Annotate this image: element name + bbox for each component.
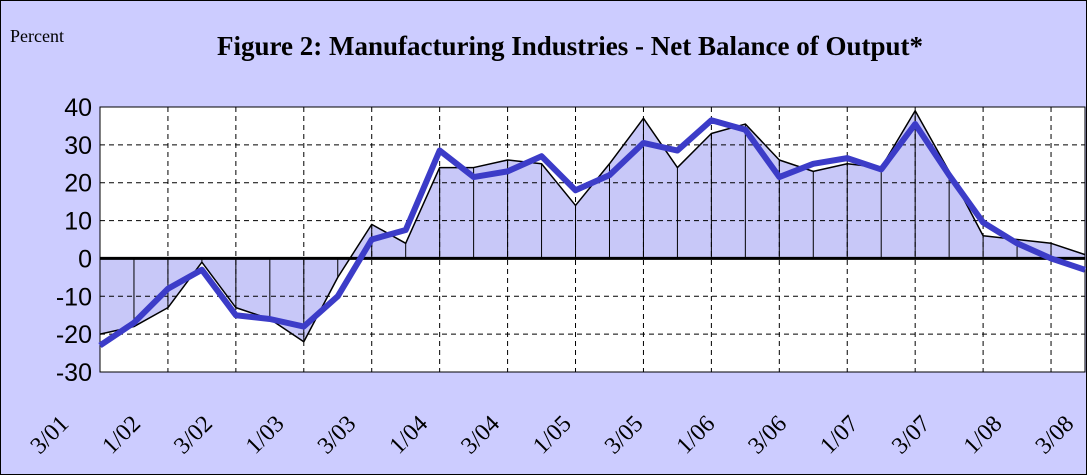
x-tick-label: 3/07 [887, 411, 936, 460]
x-tick-label: 3/05 [600, 411, 649, 460]
y-tick-label: -10 [56, 283, 92, 311]
y-tick-label: 10 [64, 208, 92, 236]
y-tick-label: 40 [64, 94, 92, 122]
x-tick-label: 3/08 [1031, 411, 1080, 460]
y-tick-label: -30 [56, 359, 92, 387]
x-tick-label: 1/08 [959, 411, 1008, 460]
line [98, 117, 1086, 348]
y-tick-label: -20 [56, 321, 92, 349]
x-tick-label: 3/02 [169, 411, 218, 460]
x-tick-label: 3/04 [456, 411, 505, 460]
x-tick-label: 3/01 [26, 411, 75, 460]
x-tick-label: 3/06 [744, 411, 793, 460]
y-tick-label: 20 [64, 170, 92, 198]
y-tick-label: 0 [78, 245, 92, 273]
y-axis-label: Percent [10, 26, 64, 46]
x-tick-label: 1/04 [385, 411, 434, 460]
y-tick-label: 30 [64, 132, 92, 160]
x-tick-label: 3/03 [313, 411, 362, 460]
chart-title: Figure 2: Manufacturing Industries - Net… [217, 31, 923, 61]
x-tick-label: 1/06 [672, 411, 721, 460]
x-tick-label: 1/07 [815, 411, 864, 460]
x-tick-label: 1/02 [97, 411, 146, 460]
x-tick-label: 1/05 [528, 411, 577, 460]
x-tick-label: 1/03 [241, 411, 290, 460]
area [100, 110, 1085, 342]
plot-border [99, 106, 1086, 373]
